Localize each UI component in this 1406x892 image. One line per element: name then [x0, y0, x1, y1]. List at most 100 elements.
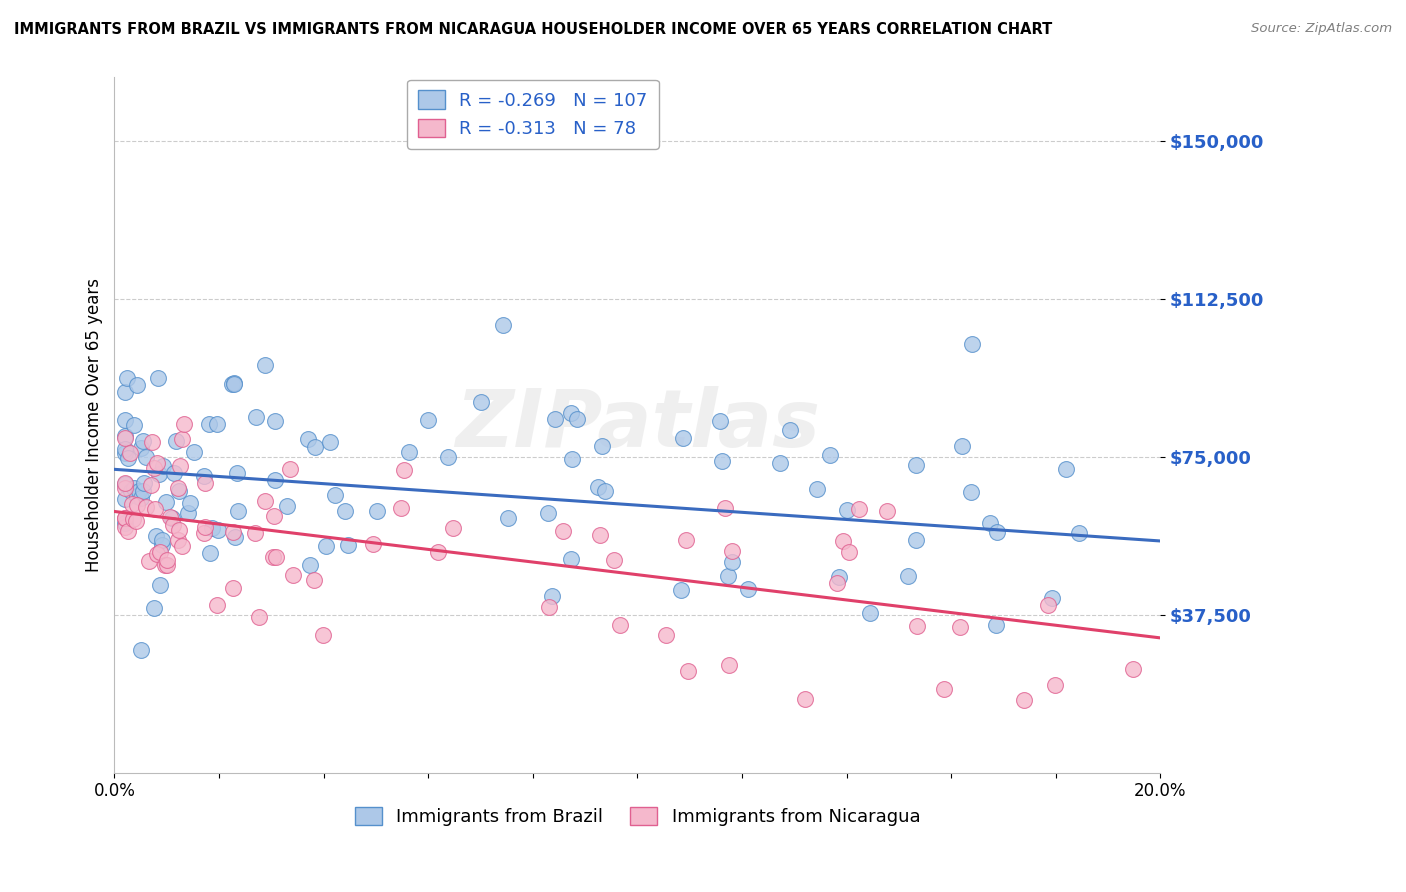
Point — [827, 570, 849, 584]
Point — [167, 484, 190, 499]
Point — [319, 435, 342, 450]
Point — [125, 514, 148, 528]
Point — [794, 691, 817, 706]
Point — [831, 533, 853, 548]
Point — [837, 502, 859, 516]
Point — [114, 516, 136, 531]
Point — [114, 431, 136, 445]
Point — [603, 552, 626, 566]
Point — [205, 599, 228, 613]
Point — [592, 439, 614, 453]
Point — [304, 440, 326, 454]
Point — [848, 502, 870, 516]
Point — [177, 506, 200, 520]
Point — [225, 466, 247, 480]
Point — [827, 576, 849, 591]
Point — [1054, 461, 1077, 475]
Point — [876, 504, 898, 518]
Point — [166, 481, 188, 495]
Point — [201, 521, 224, 535]
Point — [114, 510, 136, 524]
Point — [672, 430, 695, 444]
Point — [979, 516, 1001, 530]
Point — [155, 558, 177, 572]
Point — [737, 582, 759, 596]
Point — [132, 434, 155, 448]
Point — [818, 448, 841, 462]
Point — [276, 499, 298, 513]
Text: Source: ZipAtlas.com: Source: ZipAtlas.com — [1251, 22, 1392, 36]
Point — [281, 568, 304, 582]
Point — [222, 525, 245, 540]
Point — [117, 524, 139, 538]
Point — [245, 409, 267, 424]
Point — [114, 511, 136, 525]
Point — [263, 414, 285, 428]
Point — [148, 467, 170, 481]
Point — [153, 558, 176, 572]
Text: IMMIGRANTS FROM BRAZIL VS IMMIGRANTS FROM NICARAGUA HOUSEHOLDER INCOME OVER 65 Y: IMMIGRANTS FROM BRAZIL VS IMMIGRANTS FRO… — [14, 22, 1052, 37]
Point — [139, 478, 162, 492]
Point — [905, 619, 928, 633]
Point — [567, 412, 589, 426]
Point — [122, 511, 145, 525]
Point — [143, 461, 166, 475]
Point — [398, 445, 420, 459]
Point — [226, 504, 249, 518]
Point — [496, 511, 519, 525]
Point — [540, 590, 562, 604]
Point — [129, 441, 152, 455]
Point — [132, 475, 155, 490]
Point — [551, 524, 574, 538]
Point — [709, 414, 731, 428]
Point — [114, 491, 136, 506]
Point — [173, 417, 195, 432]
Point — [114, 519, 136, 533]
Point — [125, 498, 148, 512]
Point — [720, 555, 742, 569]
Point — [280, 462, 302, 476]
Point — [114, 477, 136, 491]
Point — [904, 458, 927, 472]
Point — [561, 452, 583, 467]
Point — [806, 482, 828, 496]
Point — [114, 429, 136, 443]
Point — [122, 481, 145, 495]
Point — [194, 476, 217, 491]
Point — [363, 536, 385, 550]
Point — [193, 526, 215, 541]
Point — [897, 568, 920, 582]
Point — [193, 469, 215, 483]
Point — [1038, 598, 1060, 612]
Point — [418, 413, 440, 427]
Point — [934, 682, 956, 697]
Point — [125, 489, 148, 503]
Text: ZIPatlas: ZIPatlas — [456, 386, 820, 464]
Point — [960, 336, 983, 351]
Point — [114, 384, 136, 399]
Point — [859, 607, 882, 621]
Point — [905, 533, 928, 548]
Point — [537, 506, 560, 520]
Point — [492, 318, 515, 332]
Point — [120, 446, 142, 460]
Point — [121, 497, 143, 511]
Point — [166, 533, 188, 547]
Point — [389, 500, 412, 515]
Point — [721, 543, 744, 558]
Point — [172, 539, 194, 553]
Point — [718, 658, 741, 673]
Point — [243, 525, 266, 540]
Point — [156, 553, 179, 567]
Point — [710, 454, 733, 468]
Point — [114, 475, 136, 490]
Point — [222, 376, 245, 391]
Point — [960, 484, 983, 499]
Point — [589, 527, 612, 541]
Point — [949, 620, 972, 634]
Point — [120, 484, 142, 499]
Point — [114, 481, 136, 495]
Point — [170, 432, 193, 446]
Point — [950, 439, 973, 453]
Point — [221, 582, 243, 596]
